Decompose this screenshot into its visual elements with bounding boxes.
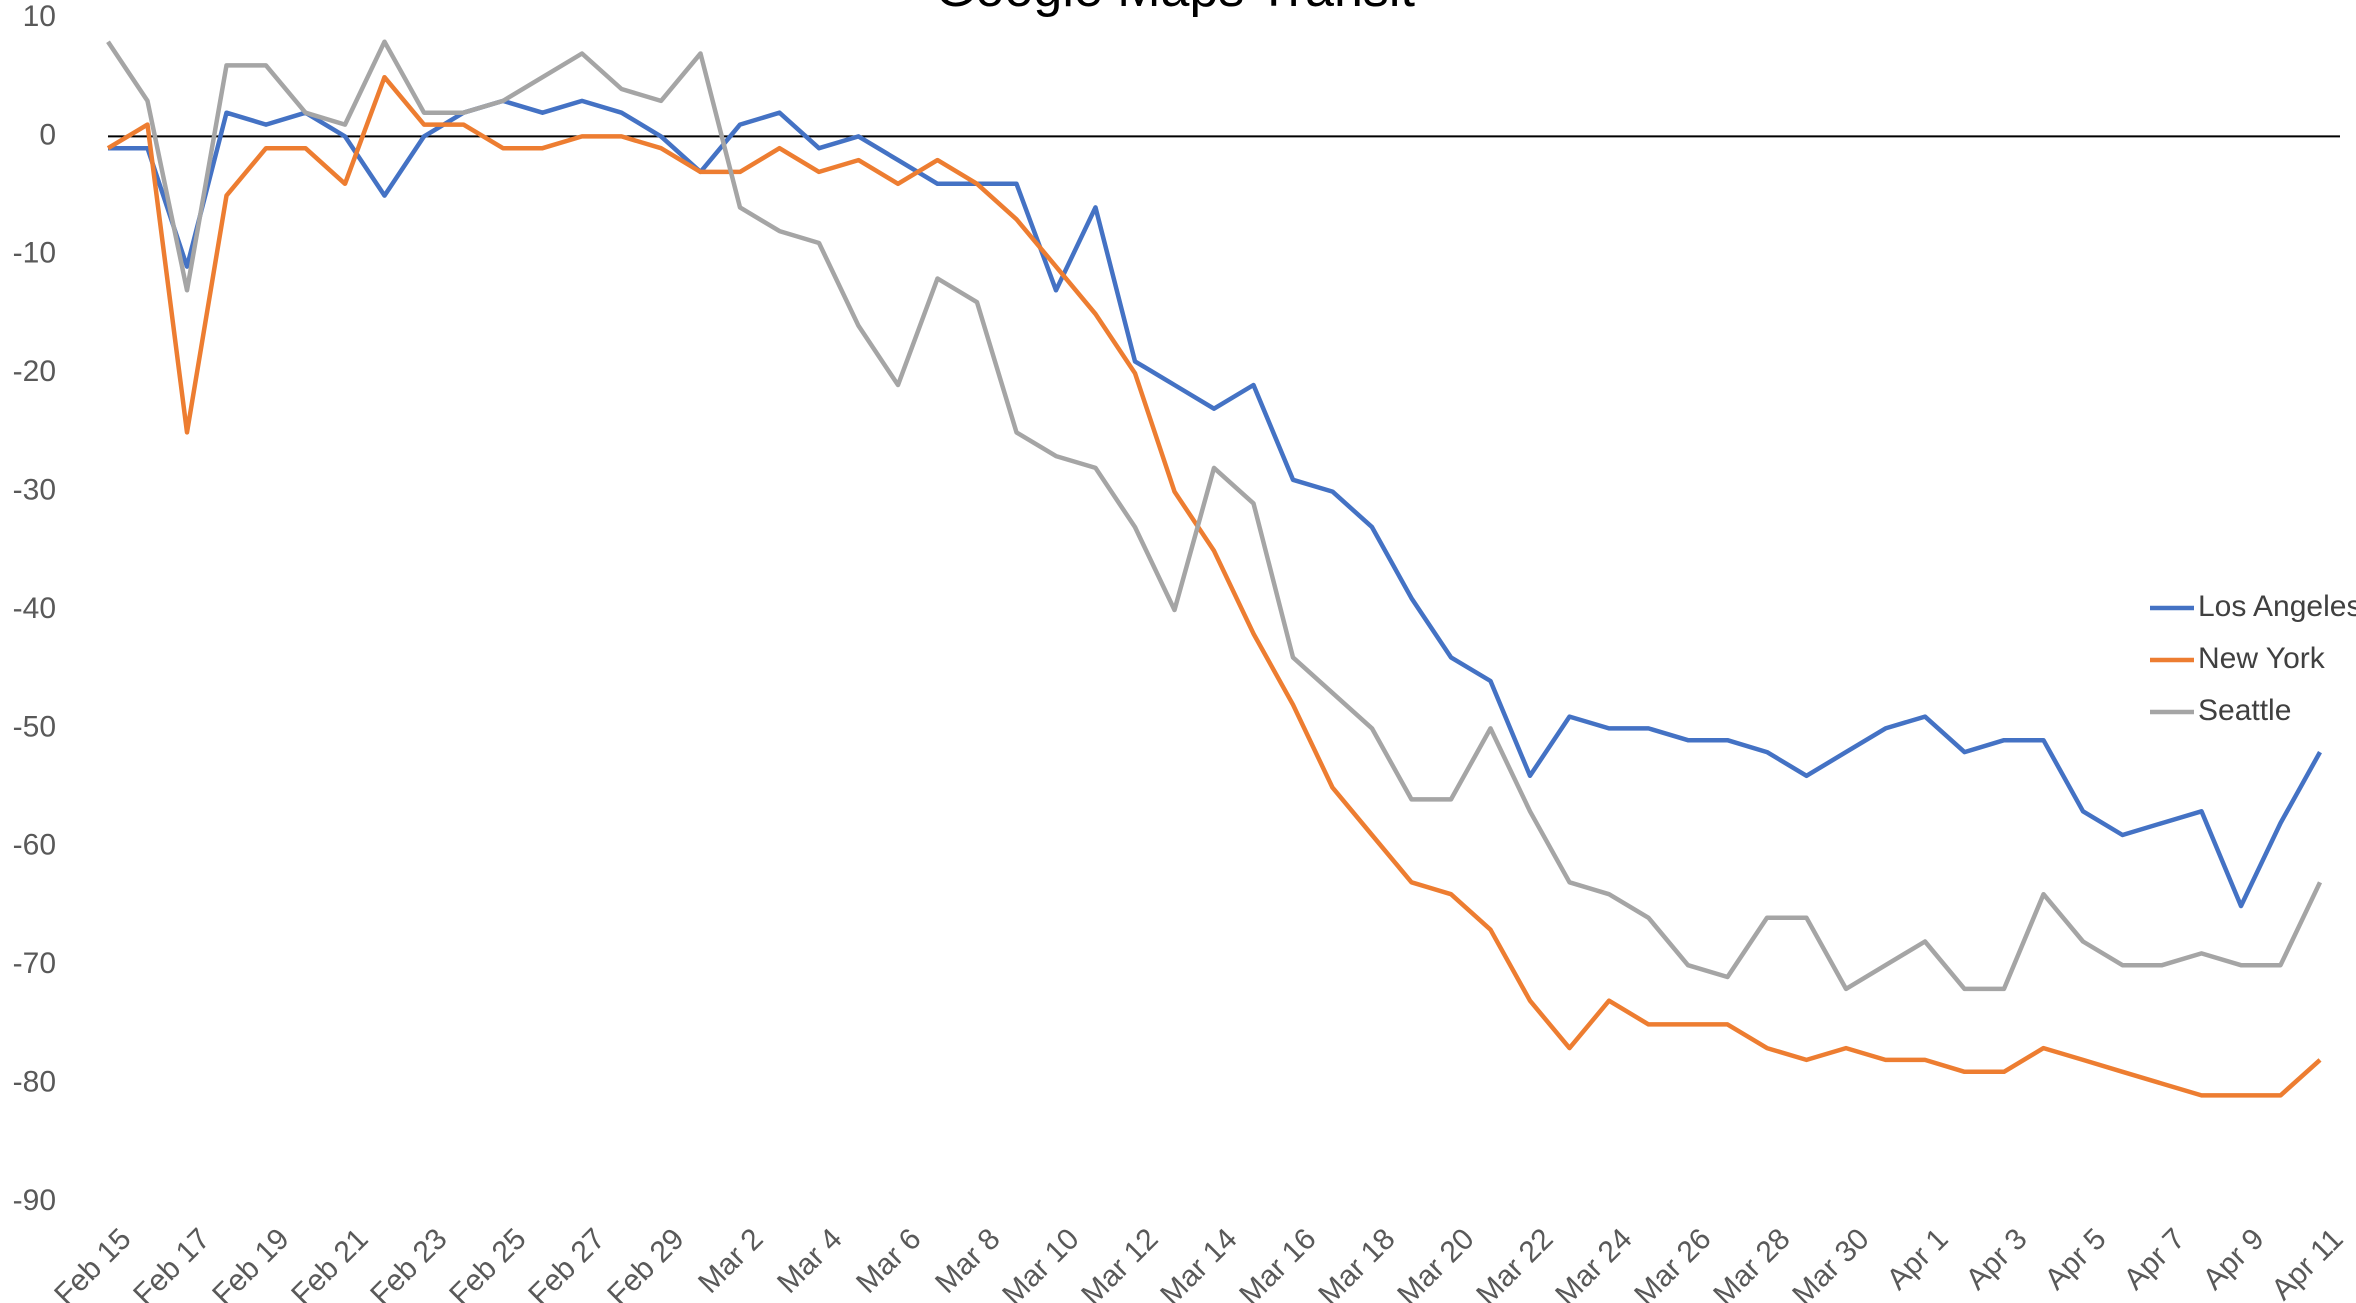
x-tick-label: Apr 1 [1881, 1222, 1955, 1296]
x-tick-label: Mar 26 [1628, 1222, 1717, 1303]
x-tick-label: Mar 18 [1312, 1222, 1401, 1303]
x-tick-label: Mar 6 [850, 1222, 928, 1300]
x-tick-label: Feb 15 [48, 1222, 137, 1303]
series-line [108, 98, 2322, 909]
x-tick-label: Mar 12 [1075, 1222, 1164, 1303]
y-tick-label: -90 [13, 1184, 56, 1217]
x-tick-label: Feb 23 [364, 1222, 453, 1303]
series-line [106, 39, 2323, 992]
x-tick-label: Mar 24 [1549, 1222, 1638, 1303]
x-tick-label: Mar 20 [1391, 1222, 1480, 1303]
x-tick-label: Feb 19 [206, 1222, 295, 1303]
x-tick-label: Mar 14 [1154, 1222, 1243, 1303]
x-tick-label: Feb 21 [285, 1222, 374, 1303]
x-tick-label: Apr 9 [2197, 1222, 2271, 1296]
x-tick-label: Mar 16 [1233, 1222, 1322, 1303]
x-tick-label: Apr 7 [2118, 1222, 2192, 1296]
legend-label: New York [2198, 642, 2326, 675]
x-tick-label: Feb 17 [127, 1222, 216, 1303]
y-tick-label: 10 [23, 0, 56, 33]
y-tick-label: 0 [39, 118, 56, 151]
series-line [106, 74, 2322, 1098]
x-tick-label: Mar 28 [1707, 1222, 1796, 1303]
y-tick-label: -30 [13, 474, 56, 507]
y-tick-label: -80 [13, 1066, 56, 1099]
x-tick-label: Feb 29 [601, 1222, 690, 1303]
y-tick-label: -60 [13, 829, 56, 862]
x-tick-label: Mar 22 [1470, 1222, 1559, 1303]
y-tick-label: -20 [13, 355, 56, 388]
x-tick-label: Feb 25 [443, 1222, 532, 1303]
x-tick-label: Apr 5 [2039, 1222, 2113, 1296]
legend-label: Los Angeles [2198, 590, 2356, 623]
y-tick-label: -70 [13, 947, 56, 980]
x-tick-label: Apr 3 [1960, 1222, 2034, 1296]
x-tick-label: Mar 30 [1786, 1222, 1875, 1303]
x-tick-label: Mar 4 [771, 1222, 849, 1300]
chart-title: Google Maps Transit [935, 0, 1415, 18]
x-tick-label: Mar 10 [996, 1222, 1085, 1303]
y-tick-label: -50 [13, 710, 56, 743]
x-tick-label: Feb 27 [522, 1222, 611, 1303]
x-tick-label: Apr 11 [2265, 1222, 2349, 1303]
x-tick-label: Mar 2 [692, 1222, 770, 1300]
y-tick-label: -10 [13, 237, 56, 270]
y-tick-label: -40 [13, 592, 56, 625]
legend-label: Seattle [2198, 694, 2291, 727]
